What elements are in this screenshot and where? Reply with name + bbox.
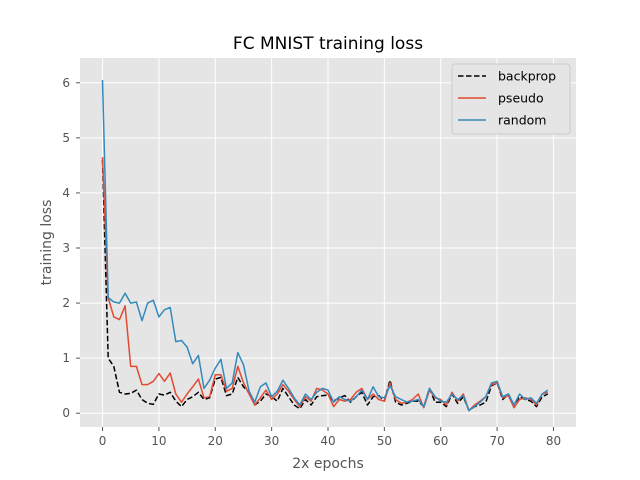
x-tick-label: 40 bbox=[320, 434, 335, 448]
series-layer bbox=[101, 79, 549, 412]
series-line-pseudo bbox=[101, 157, 549, 412]
legend-label-backprop: backprop bbox=[498, 69, 556, 84]
x-axis-ticks: 0 10 20 30 40 50 60 70 80 bbox=[99, 427, 561, 448]
series-line-random bbox=[101, 79, 549, 412]
y-axis-ticks: 0 1 2 3 4 5 6 bbox=[62, 76, 80, 420]
legend-label-pseudo: pseudo bbox=[498, 91, 544, 106]
x-tick-label: 50 bbox=[377, 434, 392, 448]
y-tick-label: 6 bbox=[62, 76, 70, 90]
y-tick-label: 4 bbox=[62, 186, 70, 200]
y-tick-label: 1 bbox=[62, 351, 70, 365]
y-axis-label: training loss bbox=[39, 200, 55, 286]
x-tick-label: 30 bbox=[264, 434, 279, 448]
x-axis-label: 2x epochs bbox=[292, 456, 364, 472]
y-tick-label: 3 bbox=[62, 241, 70, 255]
legend-label-random: random bbox=[498, 113, 546, 128]
x-tick-label: 20 bbox=[208, 434, 223, 448]
x-tick-label: 70 bbox=[489, 434, 504, 448]
x-tick-label: 0 bbox=[99, 434, 107, 448]
y-tick-label: 5 bbox=[62, 131, 70, 145]
y-tick-label: 0 bbox=[62, 406, 70, 420]
legend: backprop pseudo random bbox=[451, 63, 571, 135]
y-tick-label: 2 bbox=[62, 296, 70, 310]
x-tick-label: 80 bbox=[546, 434, 561, 448]
chart-title: FC MNIST training loss bbox=[233, 34, 423, 54]
x-tick-label: 60 bbox=[433, 434, 448, 448]
x-tick-label: 10 bbox=[151, 434, 166, 448]
legend-box bbox=[451, 63, 571, 135]
